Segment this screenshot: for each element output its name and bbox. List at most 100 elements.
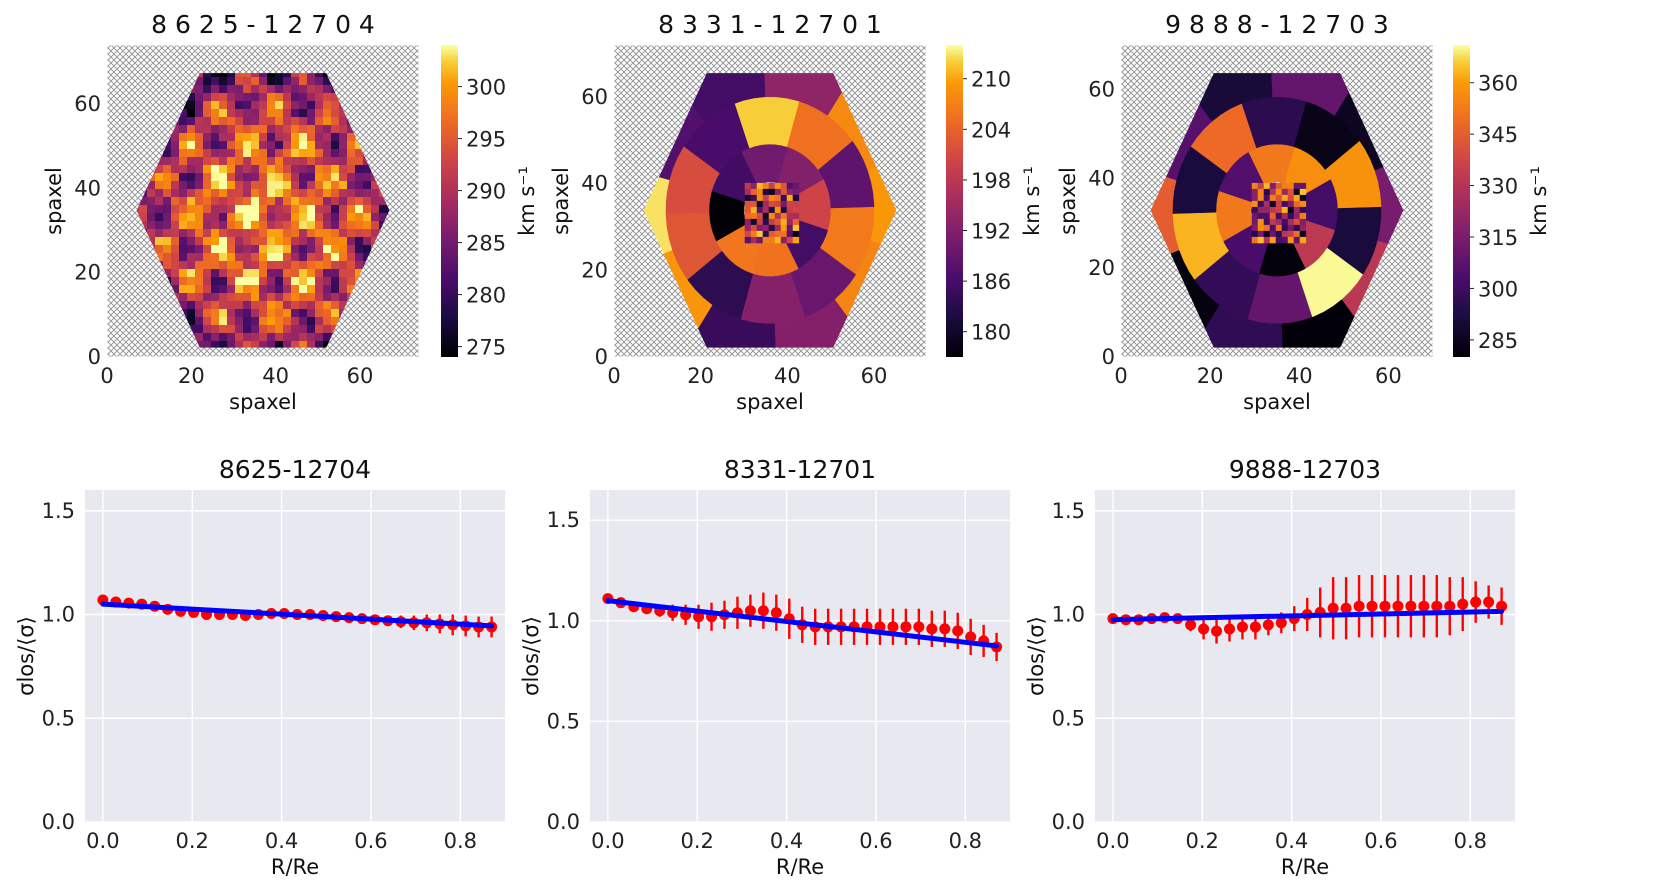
colorbar-label: km s⁻¹ bbox=[515, 166, 539, 236]
map-pixel bbox=[331, 285, 340, 294]
map-pixel bbox=[315, 253, 324, 262]
map-pixel bbox=[1287, 206, 1295, 214]
y-axis-label: σlos/⟨σ⟩ bbox=[519, 616, 543, 696]
map-pixel bbox=[219, 77, 228, 86]
map-pixel bbox=[251, 301, 260, 310]
data-point bbox=[1405, 600, 1417, 612]
map-pixel bbox=[307, 93, 316, 102]
map-pixel bbox=[171, 269, 180, 278]
map-pixel bbox=[195, 141, 204, 150]
map-pixel bbox=[371, 197, 380, 206]
map-pixel bbox=[219, 285, 228, 294]
map-pixel bbox=[339, 141, 348, 150]
map-pixel bbox=[355, 165, 364, 174]
map-pixel bbox=[756, 188, 764, 196]
map-pixel bbox=[323, 101, 332, 110]
map-pixel bbox=[1287, 224, 1295, 232]
map-pixel bbox=[331, 133, 340, 142]
map-pixel bbox=[1269, 182, 1277, 190]
map-pixel bbox=[259, 73, 268, 78]
map-pixel bbox=[283, 173, 292, 182]
map-pixel bbox=[267, 133, 276, 142]
map-pixel bbox=[283, 93, 292, 102]
map-pixel bbox=[291, 309, 300, 318]
map-pixel bbox=[211, 149, 220, 158]
map-pixel bbox=[339, 149, 348, 158]
map-pixel bbox=[1269, 206, 1277, 214]
map-pixel bbox=[299, 341, 308, 348]
map-pixel bbox=[762, 236, 770, 244]
map-pixel bbox=[339, 205, 348, 214]
map-pixel bbox=[347, 213, 356, 222]
map-pixel bbox=[211, 181, 220, 190]
map-pixel bbox=[203, 237, 212, 246]
map-pixel bbox=[251, 189, 260, 198]
y-tick-label: 20 bbox=[581, 258, 608, 282]
map-pixel bbox=[243, 125, 252, 134]
map-pixel bbox=[251, 141, 260, 150]
map-pixel bbox=[275, 285, 284, 294]
map-pixel bbox=[203, 341, 212, 348]
map-pixel bbox=[283, 101, 292, 110]
x-tick-label: 60 bbox=[861, 364, 888, 388]
map-pixel bbox=[323, 237, 332, 246]
map-pixel bbox=[307, 157, 316, 166]
map-pixel bbox=[179, 213, 188, 222]
map-pixel bbox=[323, 333, 332, 342]
map-pixel bbox=[211, 261, 220, 270]
map-pixel bbox=[275, 149, 284, 158]
colorbar-tick-label: 300 bbox=[466, 76, 506, 100]
map-pixel bbox=[1287, 182, 1295, 190]
map-pixel bbox=[171, 173, 180, 182]
map-pixel bbox=[275, 181, 284, 190]
map-pixel bbox=[211, 157, 220, 166]
map-pixel bbox=[259, 133, 268, 142]
map-pixel bbox=[267, 229, 276, 238]
map-pixel bbox=[744, 200, 752, 208]
map-pixel bbox=[307, 85, 316, 94]
map-pixel bbox=[323, 109, 332, 118]
map-pixel bbox=[251, 85, 260, 94]
map-pixel bbox=[315, 237, 324, 246]
map-pixel bbox=[227, 125, 236, 134]
map-pixel bbox=[267, 213, 276, 222]
y-tick-label: 0 bbox=[595, 345, 608, 369]
map-pixel bbox=[187, 269, 196, 278]
x-tick-label: 20 bbox=[178, 364, 205, 388]
map-pixel bbox=[251, 333, 260, 342]
map-pixel bbox=[774, 212, 782, 220]
x-tick-label: 0 bbox=[607, 364, 620, 388]
map-pixel bbox=[235, 293, 244, 302]
map-pixel bbox=[1287, 188, 1295, 196]
map-pixel bbox=[347, 173, 356, 182]
map-pixel bbox=[227, 109, 236, 118]
y-tick-label: 1.5 bbox=[42, 499, 75, 523]
map-pixel bbox=[331, 205, 340, 214]
colorbar-tick-label: 275 bbox=[466, 336, 506, 360]
map-pixel bbox=[1287, 236, 1295, 244]
map-pixel bbox=[275, 309, 284, 318]
map-pixel bbox=[195, 253, 204, 262]
map-pixel bbox=[291, 253, 300, 262]
map-pixel bbox=[315, 205, 324, 214]
data-point bbox=[744, 605, 756, 617]
map-pixel bbox=[307, 125, 316, 134]
map-pixel bbox=[1281, 236, 1289, 244]
y-tick-label: 0 bbox=[88, 345, 101, 369]
map-pixel bbox=[283, 309, 292, 318]
map-pixel bbox=[267, 277, 276, 286]
map-pixel bbox=[291, 213, 300, 222]
map-pixel bbox=[786, 206, 794, 214]
map-pixel bbox=[299, 333, 308, 342]
y-tick-label: 20 bbox=[74, 261, 101, 285]
map-pixel bbox=[1263, 200, 1271, 208]
map-pixel bbox=[1293, 206, 1301, 214]
map-pixel bbox=[331, 165, 340, 174]
map-pixel bbox=[171, 237, 180, 246]
map-pixel bbox=[203, 205, 212, 214]
map-pixel bbox=[299, 245, 308, 254]
map-pixel bbox=[1281, 230, 1289, 238]
colorbar-tick-label: 204 bbox=[971, 118, 1011, 142]
map-pixel bbox=[187, 181, 196, 190]
map-pixel bbox=[1251, 224, 1259, 232]
